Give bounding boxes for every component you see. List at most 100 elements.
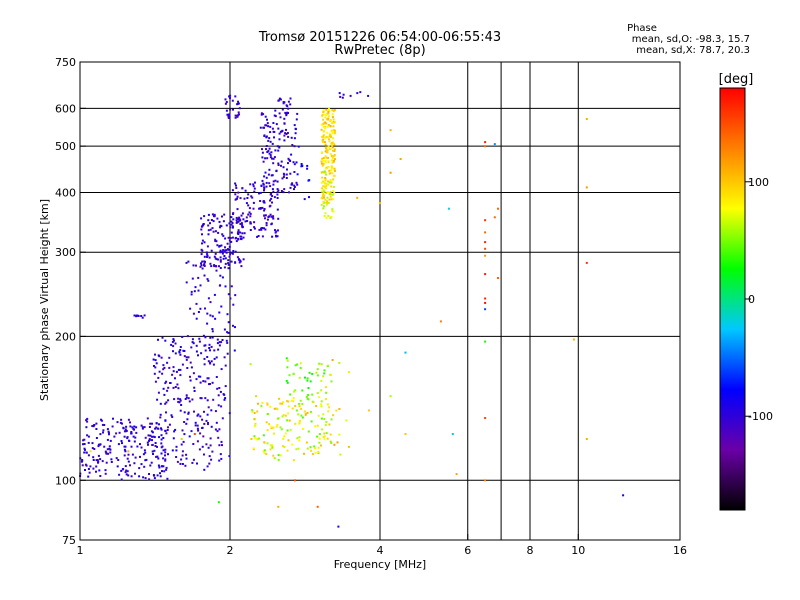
data-point — [296, 183, 299, 186]
data-point — [320, 363, 323, 366]
data-point — [126, 436, 129, 439]
data-point — [318, 362, 321, 365]
data-point — [205, 443, 208, 446]
data-point — [153, 436, 156, 439]
data-point — [207, 229, 210, 232]
chart-title: Tromsø 20151226 06:54:00-06:55:43 — [258, 30, 501, 45]
data-point — [324, 121, 327, 124]
data-point — [295, 161, 298, 164]
data-point — [336, 441, 339, 444]
data-point — [219, 274, 222, 277]
data-point — [160, 356, 163, 359]
data-point — [262, 113, 265, 116]
chart-subtitle: RwPretec (8p) — [334, 43, 425, 58]
data-point — [333, 109, 336, 111]
data-point — [175, 449, 178, 452]
data-point — [260, 185, 263, 187]
data-point — [226, 242, 229, 245]
data-point — [218, 245, 221, 248]
data-point — [329, 178, 332, 181]
data-point — [220, 305, 223, 308]
data-point — [99, 475, 102, 477]
data-point — [585, 186, 588, 189]
data-point — [95, 437, 98, 439]
data-point — [272, 217, 275, 220]
data-point — [322, 185, 325, 188]
data-point — [155, 422, 158, 425]
data-point — [203, 344, 206, 347]
data-point — [147, 434, 150, 437]
data-point — [141, 316, 144, 319]
data-point — [325, 398, 328, 401]
data-point — [324, 186, 327, 189]
data-point — [332, 190, 335, 193]
colorbar-label: [deg] — [719, 72, 754, 87]
data-point — [176, 460, 179, 463]
data-point — [109, 451, 112, 454]
data-point — [199, 432, 202, 435]
data-point — [172, 350, 174, 353]
data-point — [264, 214, 267, 217]
data-point — [250, 195, 253, 198]
data-point — [296, 363, 299, 366]
data-point — [156, 398, 159, 401]
data-point — [156, 445, 158, 448]
data-point — [273, 131, 276, 133]
data-point — [219, 260, 222, 263]
data-point — [148, 438, 151, 441]
data-point — [333, 191, 336, 194]
data-point — [108, 432, 110, 435]
data-point — [142, 476, 145, 479]
data-point — [164, 382, 167, 385]
data-point — [234, 237, 237, 240]
data-point — [240, 265, 243, 268]
data-point — [165, 411, 167, 414]
data-point — [309, 380, 312, 383]
data-point — [185, 261, 188, 264]
data-point — [333, 443, 336, 446]
data-point — [320, 379, 323, 382]
data-point — [179, 399, 182, 402]
data-point — [263, 449, 266, 452]
data-point — [329, 147, 332, 150]
data-point — [157, 427, 160, 430]
data-point — [120, 469, 123, 472]
data-point — [265, 148, 267, 151]
data-point — [328, 169, 331, 172]
data-point — [239, 237, 242, 240]
data-point — [99, 443, 101, 446]
data-point — [261, 235, 264, 238]
data-point — [117, 459, 120, 461]
data-point — [274, 231, 277, 234]
data-point — [127, 460, 130, 463]
y-tick-label: 400 — [55, 186, 76, 199]
data-point — [207, 423, 209, 426]
data-point — [331, 209, 334, 212]
data-point — [224, 385, 227, 388]
data-point — [216, 387, 219, 390]
data-point — [322, 109, 325, 112]
data-point — [439, 320, 442, 323]
data-point — [130, 431, 133, 433]
data-point — [331, 208, 334, 211]
data-point — [154, 445, 157, 447]
data-point — [91, 425, 94, 427]
data-point — [197, 289, 200, 292]
data-point — [325, 148, 328, 151]
data-point — [159, 416, 162, 419]
data-point — [141, 427, 144, 430]
data-point — [92, 456, 95, 459]
data-point — [276, 193, 279, 196]
data-point — [325, 122, 328, 125]
data-point — [201, 427, 204, 429]
data-point — [87, 468, 90, 470]
data-point — [257, 235, 260, 237]
data-point — [359, 91, 362, 94]
data-point — [202, 334, 205, 337]
data-point — [327, 214, 330, 217]
data-point — [280, 160, 283, 163]
data-point — [162, 465, 165, 468]
data-point — [212, 398, 215, 401]
data-point — [497, 207, 499, 210]
data-point — [202, 435, 205, 438]
